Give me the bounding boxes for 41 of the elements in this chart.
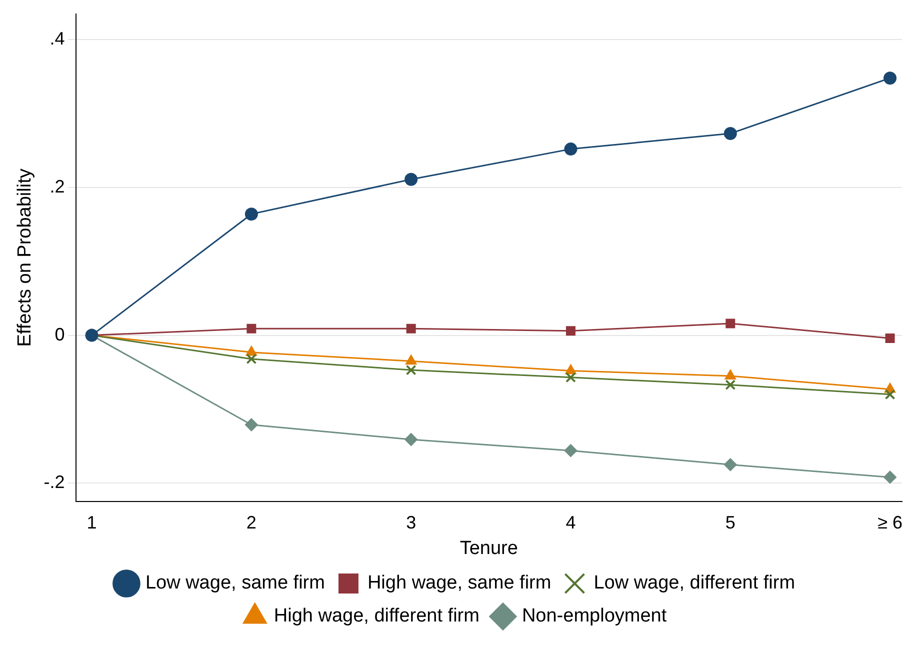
point (404, 433, 418, 446)
point (246, 324, 256, 334)
point (244, 418, 258, 432)
point (724, 369, 736, 380)
point (565, 364, 576, 374)
y-tick-label: 0 (54, 324, 65, 344)
point (404, 172, 418, 186)
x-tick-label: ≥ 6 (878, 512, 902, 532)
y-tick-label: .2 (50, 176, 65, 196)
legend-label: High wage, different firm (274, 606, 480, 627)
point (724, 127, 737, 140)
point (884, 389, 896, 400)
x-tick-label: 4 (566, 512, 576, 532)
x-tick-label: 1 (86, 512, 97, 532)
point (726, 318, 736, 328)
x-tick-label: 2 (246, 512, 256, 532)
point (725, 380, 736, 390)
point (406, 324, 416, 334)
point (885, 334, 895, 344)
point (244, 208, 258, 221)
x-tick-label: 5 (725, 512, 736, 532)
point (724, 458, 737, 472)
point (565, 372, 576, 383)
x-tick-label: 3 (406, 512, 416, 532)
point (406, 364, 416, 376)
point (564, 444, 578, 458)
y-axis-title: Effects on Probability (14, 168, 36, 347)
legend-label: Low wage, different firm (594, 572, 796, 594)
point (884, 470, 897, 484)
y-tick-label: -.2 (44, 472, 65, 492)
point (564, 142, 578, 156)
y-tick-label: .4 (50, 28, 65, 49)
point (405, 354, 417, 365)
point (566, 326, 576, 336)
point (884, 72, 897, 85)
x-axis-title: Tenure (460, 538, 518, 559)
legend-label: High wage, same firm (367, 572, 552, 594)
legend-label: Non-employment (522, 606, 668, 627)
point (246, 354, 257, 364)
legend-label: Low wage, same firm (145, 572, 325, 594)
point (246, 346, 258, 356)
